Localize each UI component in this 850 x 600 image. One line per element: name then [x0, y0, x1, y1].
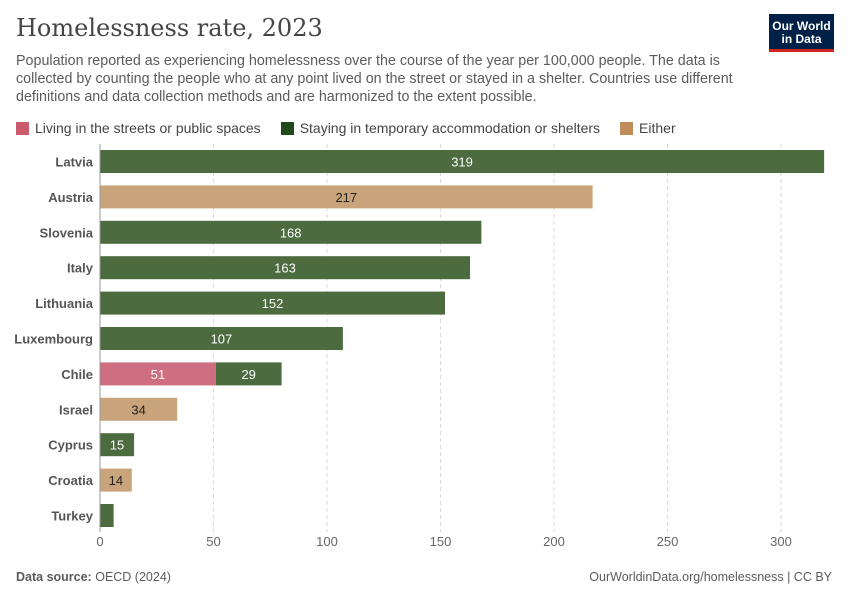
logo-line-1: Our World [772, 19, 831, 33]
x-tick-label: 250 [657, 534, 679, 549]
data-label: 51 [151, 367, 165, 382]
category-label: Austria [48, 190, 94, 205]
category-label: Cyprus [48, 438, 93, 453]
legend-label-either: Either [639, 120, 676, 136]
data-label: 34 [131, 402, 145, 417]
footer-url[interactable]: OurWorldinData.org/homelessness | CC BY [589, 570, 832, 584]
bar [100, 362, 216, 386]
data-source-value[interactable]: OECD (2024) [95, 570, 171, 584]
data-label: 217 [335, 190, 357, 205]
chart-subtitle: Population reported as experiencing home… [16, 53, 733, 105]
logo-line-2: in Data [781, 32, 822, 46]
data-source: Data source: OECD (2024) [16, 570, 171, 584]
category-label: Croatia [48, 473, 94, 488]
bar [100, 327, 343, 350]
legend-item-streets[interactable]: Living in the streets or public spaces [16, 120, 261, 136]
data-label: 107 [211, 332, 233, 347]
category-label: Turkey [51, 509, 93, 524]
bar [100, 433, 135, 457]
category-label: Italy [67, 261, 94, 276]
legend-label-shelters: Staying in temporary accommodation or sh… [299, 120, 601, 136]
x-tick-label: 150 [430, 534, 452, 549]
category-label: Chile [61, 367, 93, 382]
bar [100, 468, 132, 492]
owid-logo[interactable]: Our World in Data [769, 14, 834, 52]
category-label: Latvia [55, 155, 93, 170]
bar [100, 220, 482, 244]
legend: Living in the streets or public spaces S… [16, 120, 676, 136]
bar [100, 397, 178, 421]
data-label: 15 [110, 438, 124, 453]
x-tick-label: 200 [543, 534, 565, 549]
bar [100, 185, 593, 209]
legend-item-shelters[interactable]: Staying in temporary accommodation or sh… [280, 120, 601, 136]
legend-swatch-either [620, 121, 634, 135]
legend-label-streets: Living in the streets or public spaces [35, 120, 261, 136]
data-label: 14 [109, 473, 123, 488]
category-label: Lithuania [35, 296, 94, 311]
chart-title: Homelessness rate, 2023 [16, 14, 323, 42]
data-source-label: Data source: [16, 570, 92, 584]
legend-item-either[interactable]: Either [620, 120, 676, 136]
category-label: Luxembourg [14, 332, 93, 347]
data-label: 29 [241, 367, 255, 382]
data-label: 163 [274, 261, 296, 276]
bar [100, 291, 446, 315]
category-label: Israel [59, 402, 93, 417]
data-label: 319 [451, 155, 473, 170]
x-tick-label: 50 [206, 534, 220, 549]
x-tick-label: 100 [316, 534, 338, 549]
bar [215, 362, 282, 386]
data-label: 152 [262, 296, 284, 311]
bar [100, 150, 825, 173]
bar [100, 504, 114, 527]
legend-swatch-shelters [280, 121, 294, 135]
x-tick-label: 300 [770, 534, 792, 549]
data-label: 168 [280, 225, 302, 240]
category-label: Slovenia [40, 225, 94, 240]
bar [100, 256, 471, 280]
x-tick-label: 0 [96, 534, 103, 549]
legend-swatch-streets [16, 121, 29, 135]
bar-chart: Latvia 319 Austria 217 Slovenia 168 Italy 163 Li… [14, 144, 825, 549]
